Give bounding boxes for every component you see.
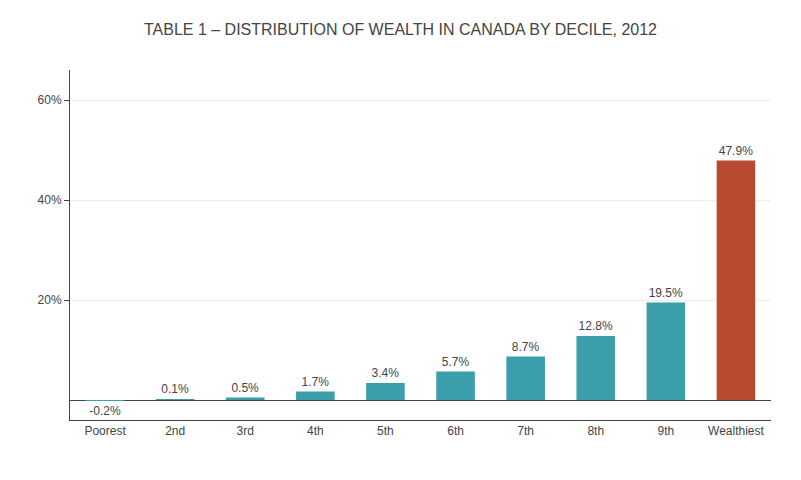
svg-text:40%: 40%	[38, 193, 62, 207]
svg-text:12.8%: 12.8%	[579, 319, 613, 333]
svg-text:4th: 4th	[307, 424, 324, 438]
svg-text:0.5%: 0.5%	[231, 381, 259, 395]
svg-text:8th: 8th	[587, 424, 604, 438]
svg-text:5.7%: 5.7%	[442, 355, 470, 369]
svg-text:8.7%: 8.7%	[512, 340, 540, 354]
svg-text:7th: 7th	[517, 424, 534, 438]
svg-text:TABLE 1 – DISTRIBUTION OF WEAL: TABLE 1 – DISTRIBUTION OF WEALTH IN CANA…	[144, 21, 657, 38]
svg-text:1.7%: 1.7%	[302, 375, 330, 389]
svg-text:47.9%: 47.9%	[719, 144, 753, 158]
svg-text:2nd: 2nd	[165, 424, 185, 438]
svg-text:-0.2%: -0.2%	[89, 404, 121, 418]
svg-text:19.5%: 19.5%	[649, 286, 683, 300]
svg-text:9th: 9th	[658, 424, 675, 438]
svg-text:20%: 20%	[38, 293, 62, 307]
svg-text:3rd: 3rd	[237, 424, 254, 438]
svg-text:Poorest: Poorest	[84, 424, 126, 438]
svg-text:Wealthiest: Wealthiest	[708, 424, 764, 438]
svg-text:60%: 60%	[38, 93, 62, 107]
svg-text:3.4%: 3.4%	[372, 366, 400, 380]
svg-text:5th: 5th	[377, 424, 394, 438]
svg-text:0.1%: 0.1%	[161, 382, 189, 396]
svg-text:6th: 6th	[447, 424, 464, 438]
